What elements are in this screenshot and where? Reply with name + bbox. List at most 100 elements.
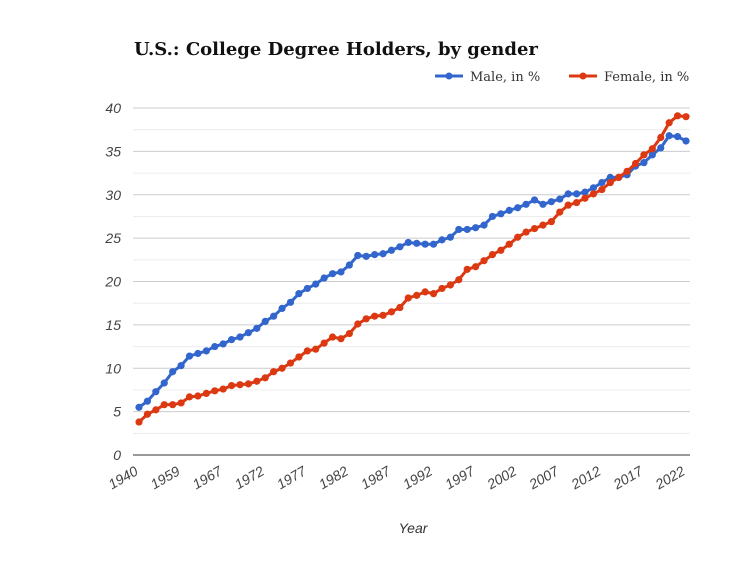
data-point[interactable]: [219, 385, 227, 393]
data-point[interactable]: [261, 317, 269, 326]
data-point[interactable]: [379, 250, 387, 258]
data-point[interactable]: [438, 284, 446, 293]
data-point[interactable]: [556, 208, 564, 216]
data-point[interactable]: [295, 290, 303, 298]
data-point[interactable]: [387, 308, 396, 316]
data-point[interactable]: [556, 195, 564, 203]
data-point[interactable]: [253, 324, 261, 332]
data-point[interactable]: [219, 340, 227, 348]
data-point[interactable]: [547, 198, 555, 206]
data-point[interactable]: [497, 246, 505, 254]
data-point[interactable]: [135, 403, 143, 411]
data-point[interactable]: [244, 329, 252, 337]
data-point[interactable]: [295, 353, 303, 361]
data-point[interactable]: [648, 145, 656, 153]
data-point[interactable]: [337, 268, 345, 276]
data-point[interactable]: [143, 410, 152, 418]
data-point[interactable]: [682, 113, 690, 121]
data-point[interactable]: [286, 359, 295, 367]
data-point[interactable]: [640, 159, 648, 167]
data-point[interactable]: [404, 294, 412, 302]
data-point[interactable]: [589, 190, 598, 198]
data-point[interactable]: [169, 401, 177, 409]
data-point[interactable]: [253, 377, 261, 385]
data-point[interactable]: [135, 418, 143, 426]
data-point[interactable]: [396, 303, 404, 312]
data-point[interactable]: [185, 393, 194, 401]
data-point[interactable]: [623, 167, 631, 175]
data-point[interactable]: [160, 379, 168, 387]
data-point[interactable]: [354, 251, 362, 260]
data-point[interactable]: [371, 312, 379, 320]
data-point[interactable]: [152, 388, 160, 396]
data-point[interactable]: [598, 185, 606, 194]
data-point[interactable]: [581, 188, 589, 196]
data-point[interactable]: [236, 381, 244, 389]
data-point[interactable]: [438, 236, 446, 244]
data-point[interactable]: [530, 224, 539, 233]
data-point[interactable]: [312, 280, 320, 288]
data-point[interactable]: [404, 238, 412, 247]
data-point[interactable]: [615, 173, 623, 181]
data-point[interactable]: [463, 225, 471, 234]
data-point[interactable]: [421, 240, 429, 248]
data-point[interactable]: [472, 263, 480, 271]
data-point[interactable]: [211, 342, 219, 351]
data-point[interactable]: [143, 397, 152, 405]
data-point[interactable]: [573, 198, 581, 207]
data-point[interactable]: [202, 389, 210, 398]
data-point[interactable]: [455, 276, 463, 284]
data-point[interactable]: [547, 218, 555, 226]
data-point[interactable]: [270, 312, 278, 320]
data-point[interactable]: [673, 112, 682, 120]
data-point[interactable]: [337, 335, 345, 343]
data-point[interactable]: [522, 200, 530, 208]
data-point[interactable]: [169, 368, 177, 376]
data-point[interactable]: [472, 224, 480, 232]
data-point[interactable]: [177, 362, 185, 370]
data-point[interactable]: [236, 333, 244, 341]
data-point[interactable]: [177, 399, 185, 407]
data-point[interactable]: [648, 151, 656, 159]
data-point[interactable]: [589, 184, 598, 192]
data-point[interactable]: [673, 133, 682, 141]
data-point[interactable]: [227, 382, 236, 390]
data-point[interactable]: [312, 345, 320, 353]
data-point[interactable]: [152, 406, 160, 414]
data-point[interactable]: [640, 151, 648, 159]
data-point[interactable]: [320, 339, 328, 347]
data-point[interactable]: [514, 233, 522, 241]
data-point[interactable]: [463, 265, 471, 273]
data-point[interactable]: [514, 204, 522, 212]
data-point[interactable]: [278, 304, 286, 312]
data-point[interactable]: [362, 315, 370, 323]
data-point[interactable]: [387, 246, 396, 254]
data-point[interactable]: [413, 291, 421, 299]
data-point[interactable]: [573, 190, 581, 198]
data-point[interactable]: [421, 288, 429, 296]
data-point[interactable]: [413, 239, 421, 247]
data-point[interactable]: [345, 261, 353, 269]
data-point[interactable]: [682, 137, 690, 145]
data-point[interactable]: [564, 190, 572, 198]
data-point[interactable]: [379, 311, 387, 319]
data-point[interactable]: [497, 210, 505, 218]
data-point[interactable]: [328, 270, 337, 278]
data-point[interactable]: [362, 252, 370, 260]
data-point[interactable]: [522, 228, 530, 236]
data-point[interactable]: [455, 225, 463, 234]
data-point[interactable]: [194, 392, 202, 400]
data-point[interactable]: [606, 179, 614, 187]
data-point[interactable]: [564, 201, 572, 209]
data-point[interactable]: [488, 212, 497, 221]
data-point[interactable]: [665, 119, 673, 127]
data-point[interactable]: [488, 251, 497, 259]
data-point[interactable]: [354, 320, 362, 328]
data-point[interactable]: [286, 298, 295, 306]
data-point[interactable]: [539, 200, 547, 208]
data-point[interactable]: [303, 284, 311, 293]
data-point[interactable]: [211, 387, 219, 395]
data-point[interactable]: [429, 240, 438, 248]
data-point[interactable]: [396, 243, 404, 251]
data-point[interactable]: [665, 132, 673, 140]
